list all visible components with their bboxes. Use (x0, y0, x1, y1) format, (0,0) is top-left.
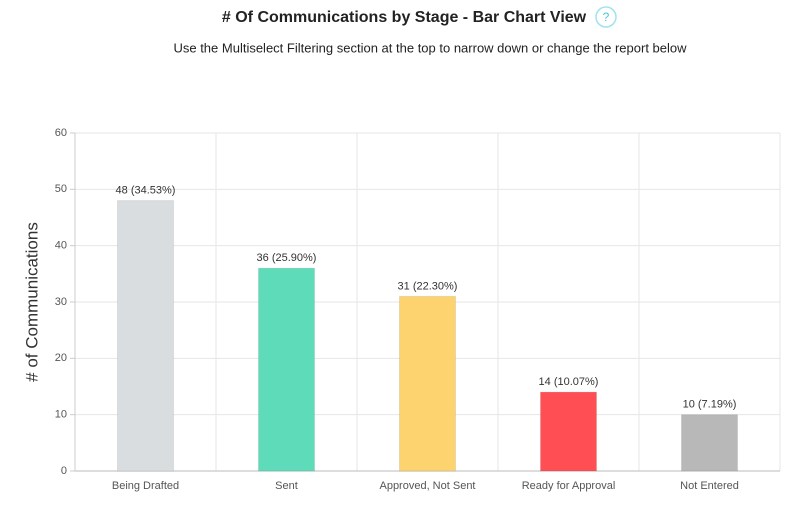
data-label: 36 (25.90%) (257, 252, 317, 264)
data-label: 48 (34.53%) (116, 185, 176, 197)
data-label: 31 (22.30%) (398, 280, 458, 292)
y-tick-label: 0 (61, 465, 67, 477)
y-tick-label: 30 (55, 296, 67, 308)
x-tick-label: Approved, Not Sent (379, 480, 475, 492)
help-icon[interactable] (595, 6, 617, 28)
x-tick-label: Sent (275, 480, 298, 492)
bar (681, 414, 738, 472)
help-icon-label[interactable]: ? (603, 10, 610, 24)
data-label: 14 (10.07%) (539, 376, 599, 388)
y-tick-label: 60 (55, 127, 67, 139)
y-tick-label: 20 (55, 352, 67, 364)
bar (117, 200, 174, 472)
chart-subtitle: Use the Multiselect Filtering section at… (173, 40, 687, 55)
y-tick-label: 50 (55, 183, 67, 195)
x-tick-label: Ready for Approval (522, 480, 616, 492)
y-tick-label: 10 (55, 409, 67, 421)
bar (399, 295, 456, 472)
y-tick-label: 40 (55, 240, 67, 252)
y-axis-label: # of Communications (22, 222, 41, 382)
data-label: 10 (7.19%) (683, 399, 737, 411)
x-tick-label: Being Drafted (112, 480, 179, 492)
bar (540, 391, 597, 472)
chart-title: # Of Communications by Stage - Bar Chart… (222, 9, 587, 26)
bar (258, 267, 315, 472)
x-tick-label: Not Entered (680, 480, 739, 492)
